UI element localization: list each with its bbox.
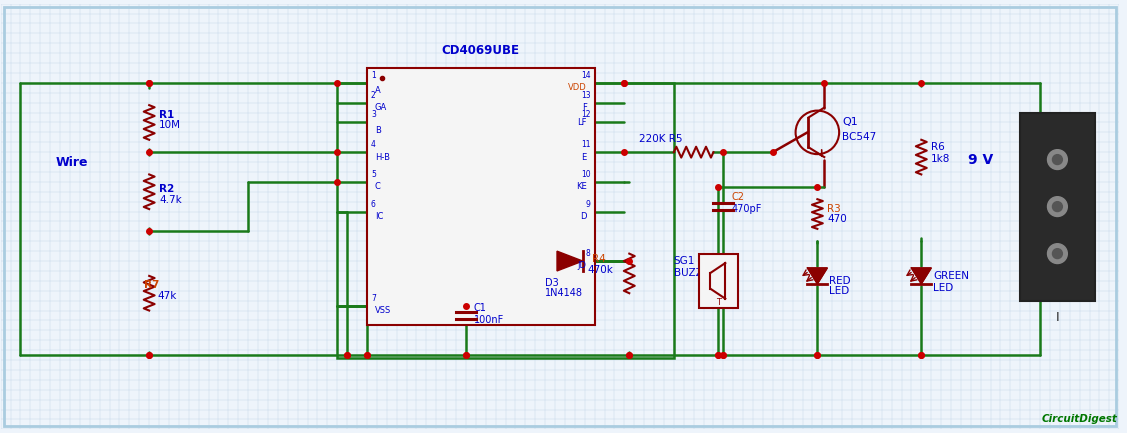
Text: 10M: 10M (159, 120, 181, 130)
Text: C1: C1 (473, 303, 487, 313)
Text: CircuitDigest: CircuitDigest (1041, 414, 1118, 424)
Text: 4: 4 (371, 140, 375, 149)
Text: 8: 8 (586, 249, 591, 258)
Circle shape (1053, 202, 1063, 212)
Text: 470: 470 (827, 214, 848, 224)
Polygon shape (912, 268, 931, 284)
Text: 5: 5 (371, 170, 375, 179)
Text: A: A (375, 86, 381, 95)
Text: E: E (582, 152, 587, 162)
Text: F: F (582, 103, 587, 112)
Text: H-B: H-B (375, 152, 390, 162)
Text: 3: 3 (371, 110, 375, 120)
Text: I: I (1056, 310, 1059, 323)
Text: 10: 10 (582, 170, 591, 179)
Text: 6: 6 (371, 200, 375, 209)
Text: VSS: VSS (375, 306, 391, 315)
Bar (367, 68, 595, 325)
Text: SG1: SG1 (674, 256, 695, 266)
Text: 14: 14 (582, 71, 591, 80)
Text: 1N4148: 1N4148 (545, 288, 583, 298)
Text: R3: R3 (827, 204, 841, 214)
Text: VDD: VDD (568, 83, 587, 92)
Circle shape (1053, 249, 1063, 259)
Text: D: D (580, 212, 587, 221)
Text: 7: 7 (371, 294, 375, 303)
Text: 4.7k: 4.7k (159, 195, 181, 205)
Text: 13: 13 (582, 90, 591, 100)
Bar (1020, 113, 1094, 301)
Text: LED: LED (829, 286, 850, 296)
Text: BUZZER: BUZZER (674, 268, 716, 278)
Text: RED: RED (829, 276, 851, 286)
Circle shape (1047, 197, 1067, 216)
Text: KE: KE (576, 182, 587, 191)
Text: R6: R6 (931, 142, 944, 152)
Text: R2: R2 (159, 184, 175, 194)
Text: GREEN: GREEN (933, 271, 969, 281)
Text: LF: LF (577, 118, 587, 127)
Circle shape (1053, 155, 1063, 165)
Text: 470pF: 470pF (731, 204, 762, 213)
Text: T: T (716, 298, 721, 307)
Text: 100nF: 100nF (473, 315, 504, 326)
Bar (337, 83, 674, 358)
Text: C: C (375, 182, 381, 191)
Text: JD: JD (578, 262, 587, 271)
Text: 220K R5: 220K R5 (639, 134, 683, 144)
Text: 2: 2 (371, 90, 375, 100)
Text: LED: LED (933, 283, 953, 293)
Text: CD4069UBE: CD4069UBE (442, 44, 520, 57)
Text: BC547: BC547 (842, 132, 877, 142)
Text: 12: 12 (582, 110, 591, 120)
Text: C2: C2 (731, 192, 744, 202)
Text: Q1: Q1 (842, 117, 858, 127)
Circle shape (1047, 244, 1067, 264)
Polygon shape (557, 251, 583, 271)
Text: Wire: Wire (55, 155, 88, 168)
Polygon shape (807, 268, 827, 284)
Text: R4: R4 (592, 254, 605, 264)
Circle shape (1047, 150, 1067, 169)
Bar (699, 254, 738, 308)
Text: 470k: 470k (587, 265, 613, 275)
Text: B: B (375, 126, 381, 135)
Text: D3: D3 (545, 278, 559, 288)
Text: 1: 1 (371, 71, 375, 80)
Text: R7: R7 (144, 280, 160, 290)
Text: 9 V: 9 V (968, 152, 993, 167)
Text: 9: 9 (586, 200, 591, 209)
Text: 1k8: 1k8 (931, 154, 950, 164)
Text: IC: IC (375, 212, 383, 221)
Text: R1: R1 (159, 110, 175, 120)
Text: 47k: 47k (157, 291, 177, 301)
Text: GA: GA (375, 103, 388, 112)
Text: 11: 11 (582, 140, 591, 149)
